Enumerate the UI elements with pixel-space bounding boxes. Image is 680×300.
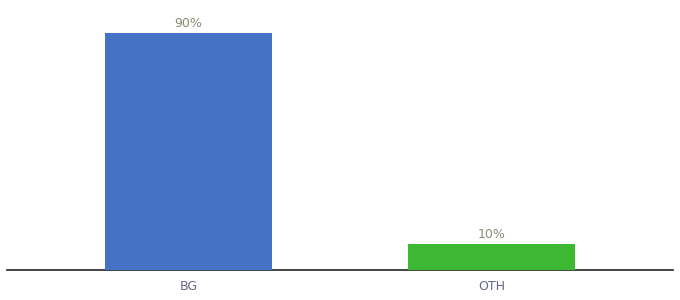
Bar [408,244,575,270]
Text: 90%: 90% [175,17,203,30]
Bar [105,33,272,270]
Text: 10%: 10% [477,228,505,241]
